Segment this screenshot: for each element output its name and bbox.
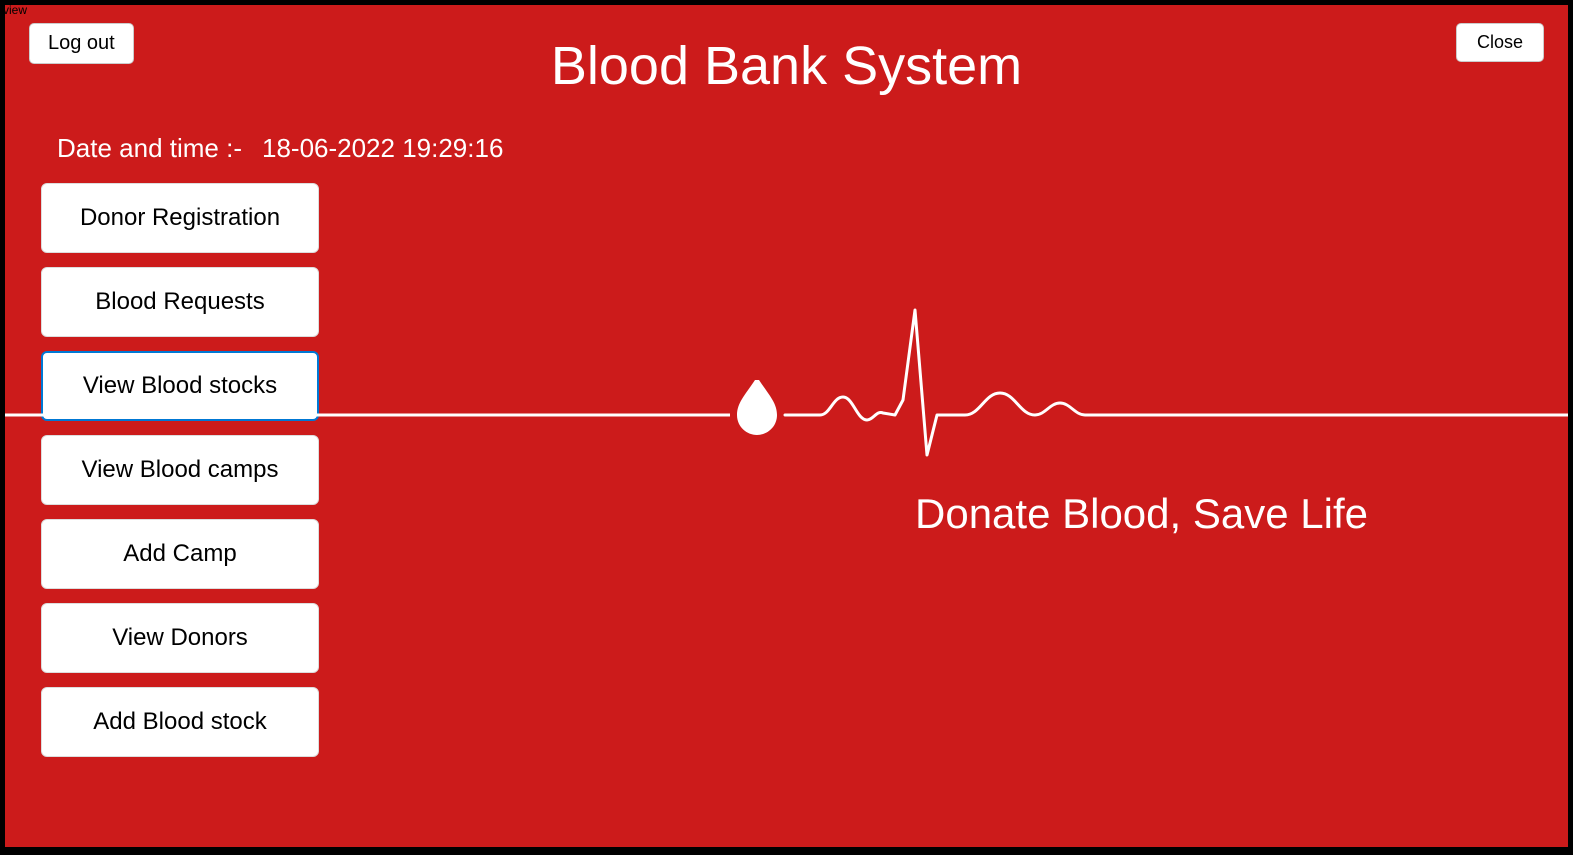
logout-button[interactable]: Log out <box>29 23 134 64</box>
page-title: Blood Bank System <box>551 35 1022 97</box>
datetime-value: 18-06-2022 19:29:16 <box>262 133 503 164</box>
menu-add-blood-stock[interactable]: Add Blood stock <box>41 687 319 757</box>
hero-slogan: Donate Blood, Save Life <box>915 490 1368 538</box>
menu-add-camp[interactable]: Add Camp <box>41 519 319 589</box>
menu-blood-requests[interactable]: Blood Requests <box>41 267 319 337</box>
menu-donor-registration[interactable]: Donor Registration <box>41 183 319 253</box>
datetime-label: Date and time :- <box>57 133 242 164</box>
datetime-display: Date and time :- 18-06-2022 19:29:16 <box>57 133 503 164</box>
sidebar-menu: Donor Registration Blood Requests View B… <box>41 183 319 757</box>
menu-view-blood-camps[interactable]: View Blood camps <box>41 435 319 505</box>
menu-view-donors[interactable]: View Donors <box>41 603 319 673</box>
close-button[interactable]: Close <box>1456 23 1544 62</box>
menu-view-blood-stocks[interactable]: View Blood stocks <box>41 351 319 421</box>
view-label: view <box>3 3 27 17</box>
